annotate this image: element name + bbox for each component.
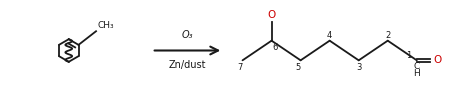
Text: O: O — [433, 55, 442, 65]
Text: CH₃: CH₃ — [98, 21, 115, 30]
Text: 1: 1 — [406, 51, 411, 60]
Text: O₃: O₃ — [182, 30, 193, 40]
Text: C: C — [414, 62, 420, 71]
Text: 2: 2 — [385, 31, 391, 40]
Text: 5: 5 — [295, 63, 301, 72]
Text: H: H — [413, 69, 420, 78]
Text: Zn/dust: Zn/dust — [169, 60, 206, 70]
Text: 4: 4 — [327, 31, 332, 40]
Text: 3: 3 — [356, 63, 361, 72]
Text: 6: 6 — [273, 43, 278, 52]
Text: 7: 7 — [237, 63, 242, 72]
Text: O: O — [267, 10, 276, 20]
